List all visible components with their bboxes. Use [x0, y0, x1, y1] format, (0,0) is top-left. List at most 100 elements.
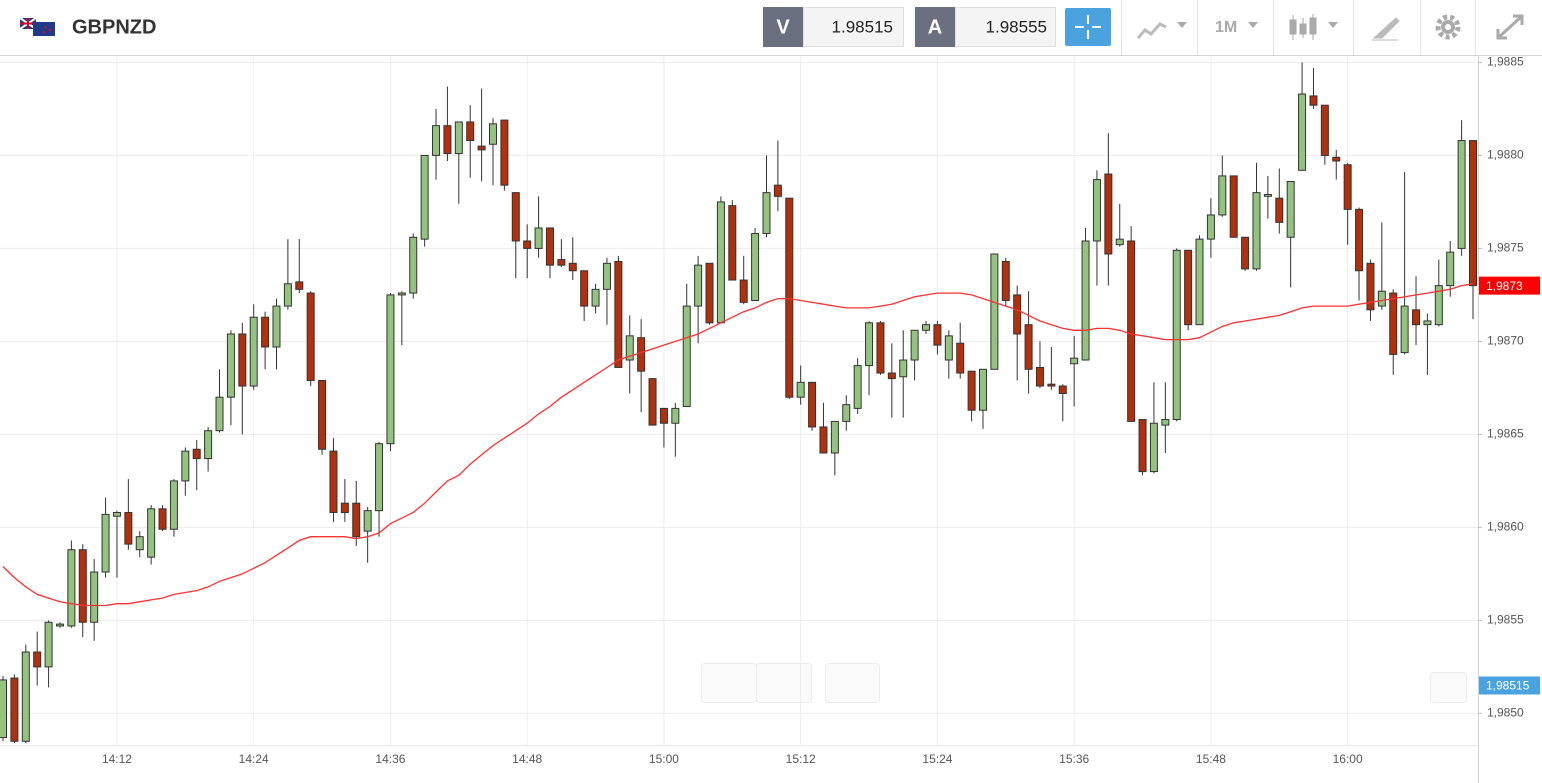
candle-body — [158, 508, 167, 530]
symbol: GBPNZD — [72, 16, 156, 38]
timeframe-button[interactable]: 1M — [1215, 19, 1258, 36]
nav-reset-button[interactable] — [825, 663, 880, 703]
candle-body — [261, 316, 270, 348]
candle-body — [340, 502, 349, 514]
candle-body — [1127, 240, 1136, 422]
candle-body — [1070, 357, 1079, 365]
candle-body — [625, 335, 634, 361]
candle-body — [648, 378, 657, 426]
candle-body — [659, 407, 668, 424]
candle-body — [409, 236, 418, 294]
candle-body — [637, 337, 646, 372]
candle-body — [1035, 366, 1044, 387]
candle-body — [226, 333, 235, 398]
candle-body — [375, 443, 384, 512]
candle-body — [580, 270, 589, 307]
candle-body — [329, 450, 338, 514]
candle-style-button[interactable] — [1289, 14, 1338, 40]
candle-body — [204, 430, 213, 460]
last-price-tag — [1479, 276, 1540, 295]
nav-forward-button[interactable] — [756, 663, 812, 703]
candle-body — [705, 262, 714, 324]
candle-body — [1195, 238, 1204, 326]
x-tick-label: 15:36 — [1059, 752, 1089, 766]
y-tick-label: 1,9860 — [1487, 520, 1524, 534]
buy-price-box[interactable] — [955, 7, 1056, 47]
candle-body — [1001, 260, 1010, 301]
candle-body — [1286, 180, 1295, 238]
candle-body — [1252, 192, 1261, 270]
bid-price-tag — [1479, 676, 1540, 695]
sell-button[interactable] — [763, 7, 803, 47]
candle-body — [1275, 197, 1284, 223]
candle-body — [0, 679, 7, 739]
candle-body — [78, 549, 87, 623]
candle-body — [386, 294, 395, 445]
candle-body — [910, 329, 919, 361]
candle-body — [751, 233, 760, 301]
timeframe: 1M — [1215, 19, 1237, 36]
candle-body — [1115, 238, 1124, 246]
candle-body — [922, 324, 931, 331]
candle-body — [67, 549, 76, 627]
scroll-end-button[interactable] — [1430, 672, 1467, 703]
candle-body — [694, 264, 703, 307]
candle-body — [466, 121, 475, 142]
x-tick-label: 14:48 — [512, 752, 542, 766]
candle-body — [1377, 290, 1386, 307]
x-tick-label: 15:12 — [786, 752, 816, 766]
candle-body — [534, 227, 543, 249]
candle-body — [295, 281, 304, 290]
crosshair-button[interactable] — [1065, 8, 1111, 46]
candle-body — [671, 407, 680, 424]
buy-label: A — [928, 16, 942, 38]
sell-price-box[interactable] — [803, 7, 904, 47]
candle-body — [568, 262, 577, 272]
plot-area — [0, 56, 1478, 745]
settings-button[interactable] — [1435, 14, 1461, 40]
nav-buttons — [701, 663, 1467, 703]
candle-body — [739, 279, 748, 303]
candle-body — [808, 381, 817, 428]
candle-body — [477, 145, 486, 151]
candle-body — [1434, 285, 1443, 326]
candle-body — [420, 154, 429, 240]
candle-body — [1457, 140, 1466, 249]
candle-body — [215, 396, 224, 432]
candle-body — [511, 192, 520, 242]
y-tick-label: 1,9875 — [1487, 241, 1524, 255]
candle-body — [169, 480, 178, 530]
candle-body — [716, 201, 725, 324]
candle-body — [249, 316, 258, 387]
candle-body — [979, 368, 987, 411]
candle-body — [1343, 164, 1352, 210]
candle-body — [44, 621, 53, 668]
candle-body — [1298, 93, 1307, 171]
x-tick-label: 14:36 — [375, 752, 405, 766]
sell-price: 1.98515 — [832, 17, 893, 36]
candle-body — [557, 259, 566, 266]
chart-type-button[interactable] — [1136, 22, 1187, 39]
x-tick-label: 14:24 — [239, 752, 269, 766]
sell-label: V — [776, 16, 790, 38]
x-tick-label: 14:12 — [102, 752, 132, 766]
y-tick-label: 1,9880 — [1487, 148, 1524, 162]
candle-body — [682, 305, 691, 408]
candle-body — [352, 502, 361, 538]
draw-tool-button[interactable] — [1372, 17, 1400, 41]
fullscreen-button[interactable] — [1496, 14, 1524, 40]
candle-body — [124, 512, 133, 545]
candle-body — [1320, 104, 1329, 156]
candle-body — [192, 448, 201, 460]
nav-back-button[interactable] — [701, 663, 757, 703]
candle-body — [523, 240, 532, 249]
buy-button[interactable] — [915, 7, 955, 47]
candle-body — [1355, 208, 1364, 272]
candle-body — [853, 365, 862, 409]
candle-body — [1423, 320, 1432, 326]
candle-body — [318, 379, 327, 450]
candle-body — [10, 677, 19, 742]
candle-body — [1366, 262, 1375, 311]
candle-body — [1412, 309, 1421, 326]
